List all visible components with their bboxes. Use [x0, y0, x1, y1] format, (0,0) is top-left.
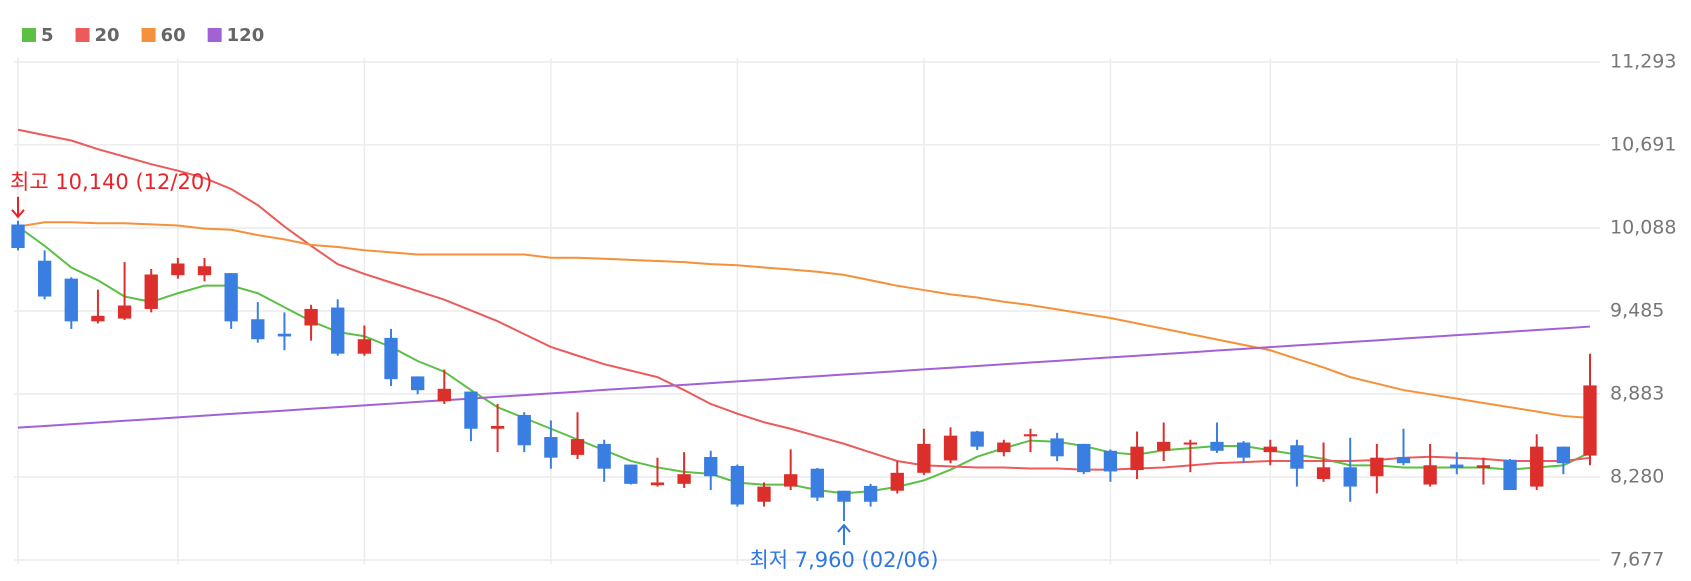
candle-body: [624, 464, 638, 484]
candle-body: [331, 307, 345, 354]
candle-body: [37, 260, 52, 297]
candle-body: [1130, 446, 1144, 471]
candle-body: [1450, 464, 1464, 469]
legend-swatch: [207, 28, 222, 42]
candle-body: [997, 442, 1011, 453]
low-annotation: 최저 7,960 (02/06): [749, 548, 938, 572]
candle-body: [1103, 450, 1118, 472]
candle-body: [650, 482, 665, 486]
candle-body: [1423, 465, 1437, 485]
legend-swatch: [22, 28, 36, 42]
candle-body: [277, 333, 292, 337]
y-tick-label: 10,691: [1610, 133, 1676, 155]
y-tick-label: 10,088: [1610, 216, 1676, 238]
candle-body: [890, 472, 904, 491]
candle-body: [1503, 459, 1517, 491]
candle-body: [411, 376, 425, 391]
candle-body: [11, 224, 25, 249]
candle-body: [1290, 445, 1304, 469]
legend-label: 120: [227, 25, 265, 46]
candle-body: [1370, 457, 1384, 477]
arrow-head: [837, 523, 851, 533]
legend-label: 20: [95, 25, 120, 46]
candle-body: [1316, 467, 1331, 480]
moving-average-line: [17, 225, 1591, 495]
candle-body: [784, 474, 798, 487]
candle-body: [1023, 434, 1038, 437]
candle-body: [304, 308, 318, 326]
candle-body: [251, 319, 265, 340]
moving-average-line: [17, 325, 1591, 429]
candle-body: [943, 435, 958, 461]
candle-body: [117, 305, 132, 319]
y-tick-label: 8,280: [1610, 465, 1664, 487]
candle-body: [570, 439, 585, 455]
candle-body: [384, 337, 398, 380]
legend-label: 5: [41, 25, 54, 46]
high-annotation: 최고 10,140 (12/20): [10, 170, 212, 194]
y-tick-label: 9,485: [1610, 300, 1664, 322]
legend-swatch: [75, 28, 90, 42]
candle-body: [1583, 385, 1597, 456]
candle-body: [1530, 446, 1544, 487]
candle-body: [490, 425, 505, 429]
candle-body: [91, 315, 105, 322]
candle-body: [144, 274, 158, 309]
y-tick-label: 8,883: [1610, 382, 1664, 404]
candle-body: [517, 414, 531, 446]
candle-body: [64, 278, 78, 322]
candle-body: [464, 391, 478, 429]
candle-body: [917, 443, 931, 473]
candle-body: [224, 273, 238, 322]
candle-body: [1050, 438, 1064, 457]
candle-body: [357, 339, 372, 354]
candle-body: [171, 263, 185, 276]
candle-body: [1396, 456, 1411, 464]
candle-body: [1210, 441, 1224, 451]
candle-body: [863, 485, 878, 502]
candle-body: [677, 474, 691, 484]
candle-body: [1556, 446, 1571, 464]
y-tick-label: 7,677: [1610, 549, 1664, 571]
candle-body: [437, 388, 451, 402]
candle-body: [704, 456, 718, 477]
moving-average-line: [17, 128, 1591, 471]
candle-body: [1183, 442, 1197, 445]
candle-body: [1343, 467, 1357, 487]
candle-body: [1077, 443, 1091, 473]
candle-body: [730, 465, 745, 505]
y-tick-label: 11,293: [1610, 51, 1676, 73]
candle-body: [810, 468, 824, 498]
moving-average-line: [17, 221, 1591, 420]
legend-swatch: [141, 28, 156, 42]
candle-body: [1476, 465, 1491, 469]
candle-body: [1236, 442, 1251, 458]
candle-body: [197, 266, 212, 276]
candle-body: [544, 437, 558, 458]
legend-label: 60: [161, 25, 186, 46]
candle-body: [970, 431, 984, 447]
candle-body: [597, 443, 611, 469]
candle-body: [757, 486, 771, 502]
candle-body: [1263, 446, 1277, 453]
arrow-head: [11, 209, 25, 219]
candle-body: [1157, 441, 1171, 451]
candle-body: [837, 490, 851, 502]
